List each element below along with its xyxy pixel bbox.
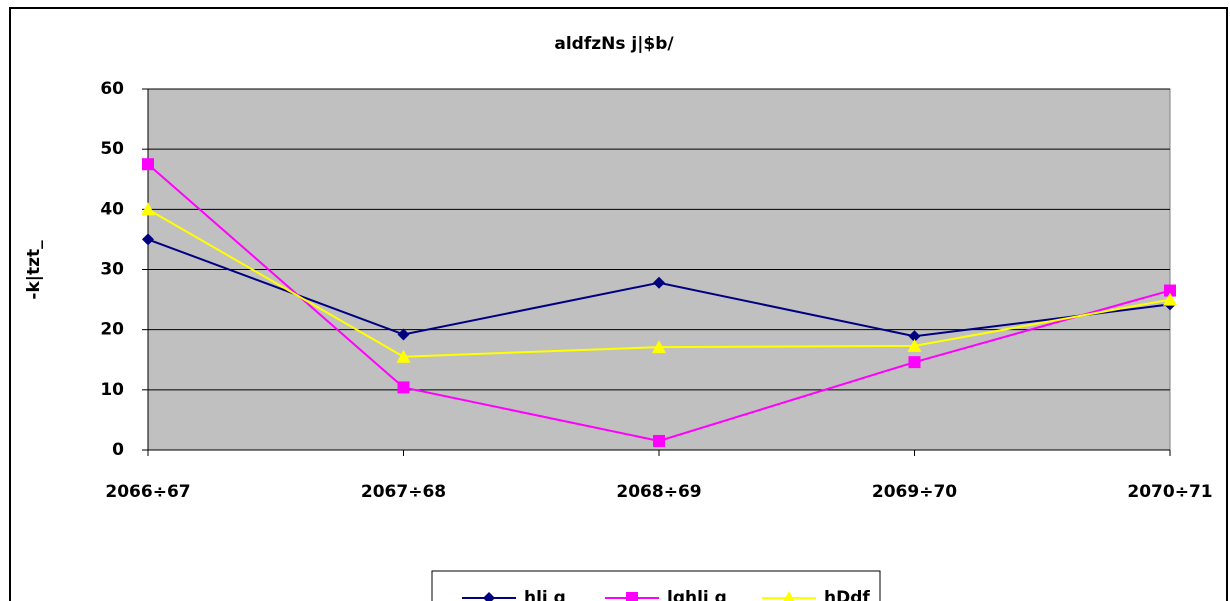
y-tick-label: 30 [100, 260, 124, 280]
marker [907, 338, 922, 352]
marker [908, 330, 921, 343]
marker [652, 340, 666, 354]
legend-label: hDdf [824, 588, 870, 601]
marker [142, 233, 154, 246]
marker [142, 158, 154, 171]
marker [396, 349, 411, 363]
y-tick-label: 10 [100, 380, 124, 400]
legend: hlj g lghlj g hDdf [431, 570, 881, 601]
legend-box [431, 570, 881, 601]
y-tick-label: 0 [112, 440, 124, 460]
x-tick-label: 2068÷69 [616, 482, 701, 502]
chart-title: aldfzNs j|$b/ [554, 34, 674, 54]
marker [908, 356, 921, 369]
y-tick-label: 60 [100, 79, 124, 99]
x-tick-label: 2066÷67 [105, 482, 190, 502]
x-tick-label: 2070÷71 [1127, 482, 1212, 502]
marker [397, 328, 410, 341]
x-tick-label: 2067÷68 [361, 482, 446, 502]
y-tick-label: 20 [100, 320, 124, 340]
legend-label: lghlj g [667, 588, 727, 601]
marker [1164, 284, 1176, 297]
marker [653, 276, 665, 289]
x-tick-label: 2069÷70 [872, 482, 957, 502]
marker [483, 592, 495, 601]
marker [141, 202, 155, 216]
marker [1163, 292, 1177, 306]
marker [653, 434, 665, 447]
marker [626, 592, 638, 601]
marker [397, 381, 410, 394]
y-axis-label: -k|tzt_ [24, 240, 44, 300]
y-tick-label: 40 [100, 199, 124, 219]
y-tick-label: 50 [100, 139, 124, 159]
legend-label: hlj g [524, 588, 566, 601]
marker [783, 591, 795, 601]
